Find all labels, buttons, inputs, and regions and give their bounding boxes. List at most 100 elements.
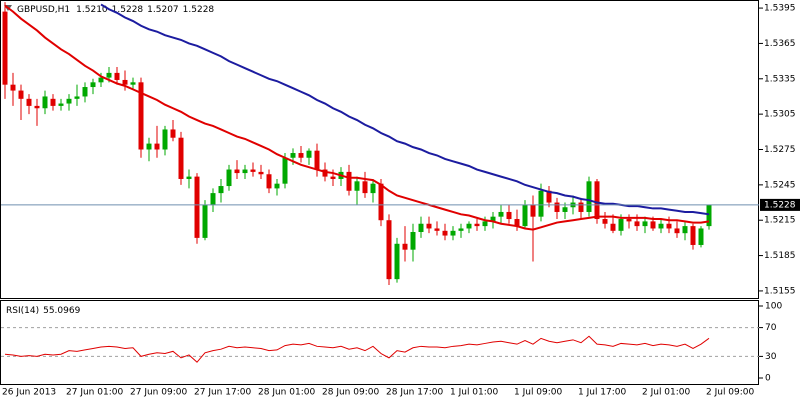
candle-body <box>642 221 648 227</box>
candle-body <box>378 183 384 221</box>
moving-average-line <box>100 3 710 216</box>
candle-body <box>122 79 128 85</box>
x-tick-label: 2 Jul 09:00 <box>706 388 755 398</box>
indicator-last-value: 55.0969 <box>43 306 80 316</box>
header-open: 1.5210 <box>76 5 108 15</box>
x-tick-label: 2 Jul 01:00 <box>642 388 691 398</box>
candle-body <box>114 72 120 80</box>
candle-body <box>706 204 712 227</box>
indicator-tick-label: 100 <box>765 302 782 312</box>
candle-body <box>322 169 328 177</box>
candle-body <box>562 207 568 212</box>
chart-header: GBPUSD,H1 1.5210 1.5228 1.5207 1.5228 <box>17 5 214 15</box>
candle-body <box>442 230 448 236</box>
candle-body <box>586 181 592 212</box>
candle-body <box>554 202 560 212</box>
candle-body <box>226 169 232 187</box>
candle-body <box>434 228 440 231</box>
candle-body <box>522 204 528 227</box>
candle-body <box>138 82 144 150</box>
candle-body <box>498 211 504 217</box>
header-high: 1.5228 <box>112 5 144 15</box>
x-tick-label: 27 Jun 17:00 <box>194 388 251 398</box>
candle-body <box>594 181 600 220</box>
candle-body <box>650 221 656 229</box>
candle-body <box>10 84 16 91</box>
price-panel-frame <box>0 0 759 299</box>
x-tick-label: 1 Jul 17:00 <box>578 388 627 398</box>
candle-body <box>682 226 688 234</box>
y-tick-label: 1.5185 <box>764 251 796 261</box>
candle-body <box>698 228 704 245</box>
x-tick-label: 1 Jul 09:00 <box>514 388 563 398</box>
candle-body <box>66 98 72 104</box>
candle-body <box>658 223 664 229</box>
indicator-tick-label: 70 <box>765 323 777 333</box>
candle-body <box>626 219 632 222</box>
candle-body <box>674 228 680 234</box>
candle-body <box>666 223 672 229</box>
candle-body <box>410 232 416 250</box>
candle-body <box>386 220 392 280</box>
candle-body <box>546 190 552 203</box>
candle-body <box>506 211 512 220</box>
candle-body <box>266 174 272 189</box>
candle-body <box>250 169 256 172</box>
candle-body <box>50 98 56 106</box>
candle-body <box>82 87 88 97</box>
x-tick-label: 27 Jun 09:00 <box>130 388 187 398</box>
y-tick-label: 1.5215 <box>764 216 796 226</box>
y-tick-label: 1.5275 <box>764 145 796 155</box>
y-tick-label: 1.5365 <box>764 39 796 49</box>
candle-body <box>330 176 336 179</box>
x-tick-label: 28 Jun 09:00 <box>322 388 379 398</box>
candle-body <box>634 221 640 227</box>
candle-body <box>482 221 488 227</box>
indicator-tick-label: 0 <box>765 374 771 384</box>
candle-body <box>362 181 368 194</box>
candle-body <box>146 143 152 150</box>
candle-body <box>418 223 424 232</box>
indicator-panel-frame <box>0 300 759 385</box>
candle-body <box>210 193 216 205</box>
candle-body <box>34 105 40 109</box>
candle-body <box>402 243 408 250</box>
candle-body <box>690 226 696 245</box>
candle-body <box>26 98 32 106</box>
indicator-line <box>4 335 710 363</box>
candle-body <box>130 82 136 85</box>
candle-body <box>490 216 496 222</box>
candle-body <box>74 96 80 99</box>
header-low: 1.5207 <box>147 5 179 15</box>
candle-body <box>90 82 96 88</box>
candle-body <box>602 219 608 224</box>
candle-body <box>194 176 200 238</box>
candle-body <box>186 176 192 179</box>
candle-body <box>242 169 248 174</box>
moving-average-line <box>4 4 710 231</box>
candle-body <box>394 243 400 280</box>
y-tick-label: 1.5335 <box>764 74 796 84</box>
candle-body <box>306 150 312 158</box>
chart-title: GBPUSD,H1 <box>17 5 70 15</box>
candle-body <box>426 223 432 229</box>
candle-body <box>154 143 160 150</box>
candle-body <box>538 190 544 217</box>
candle-body <box>530 204 536 217</box>
x-tick-label: 28 Jun 01:00 <box>258 388 315 398</box>
candle-body <box>178 137 184 179</box>
y-tick-label: 1.5305 <box>764 110 796 120</box>
candle-body <box>234 169 240 174</box>
y-tick-label: 1.5395 <box>764 4 796 14</box>
y-tick-label: 1.5245 <box>764 180 796 190</box>
candle-body <box>610 223 616 231</box>
candle-body <box>458 228 464 231</box>
candle-body <box>466 223 472 229</box>
candle-body <box>98 77 104 83</box>
candle-body <box>578 202 584 212</box>
candle-body <box>474 223 480 227</box>
indicator-title: RSI(14) <box>6 306 39 316</box>
current-price-label: 1.5228 <box>764 200 796 210</box>
